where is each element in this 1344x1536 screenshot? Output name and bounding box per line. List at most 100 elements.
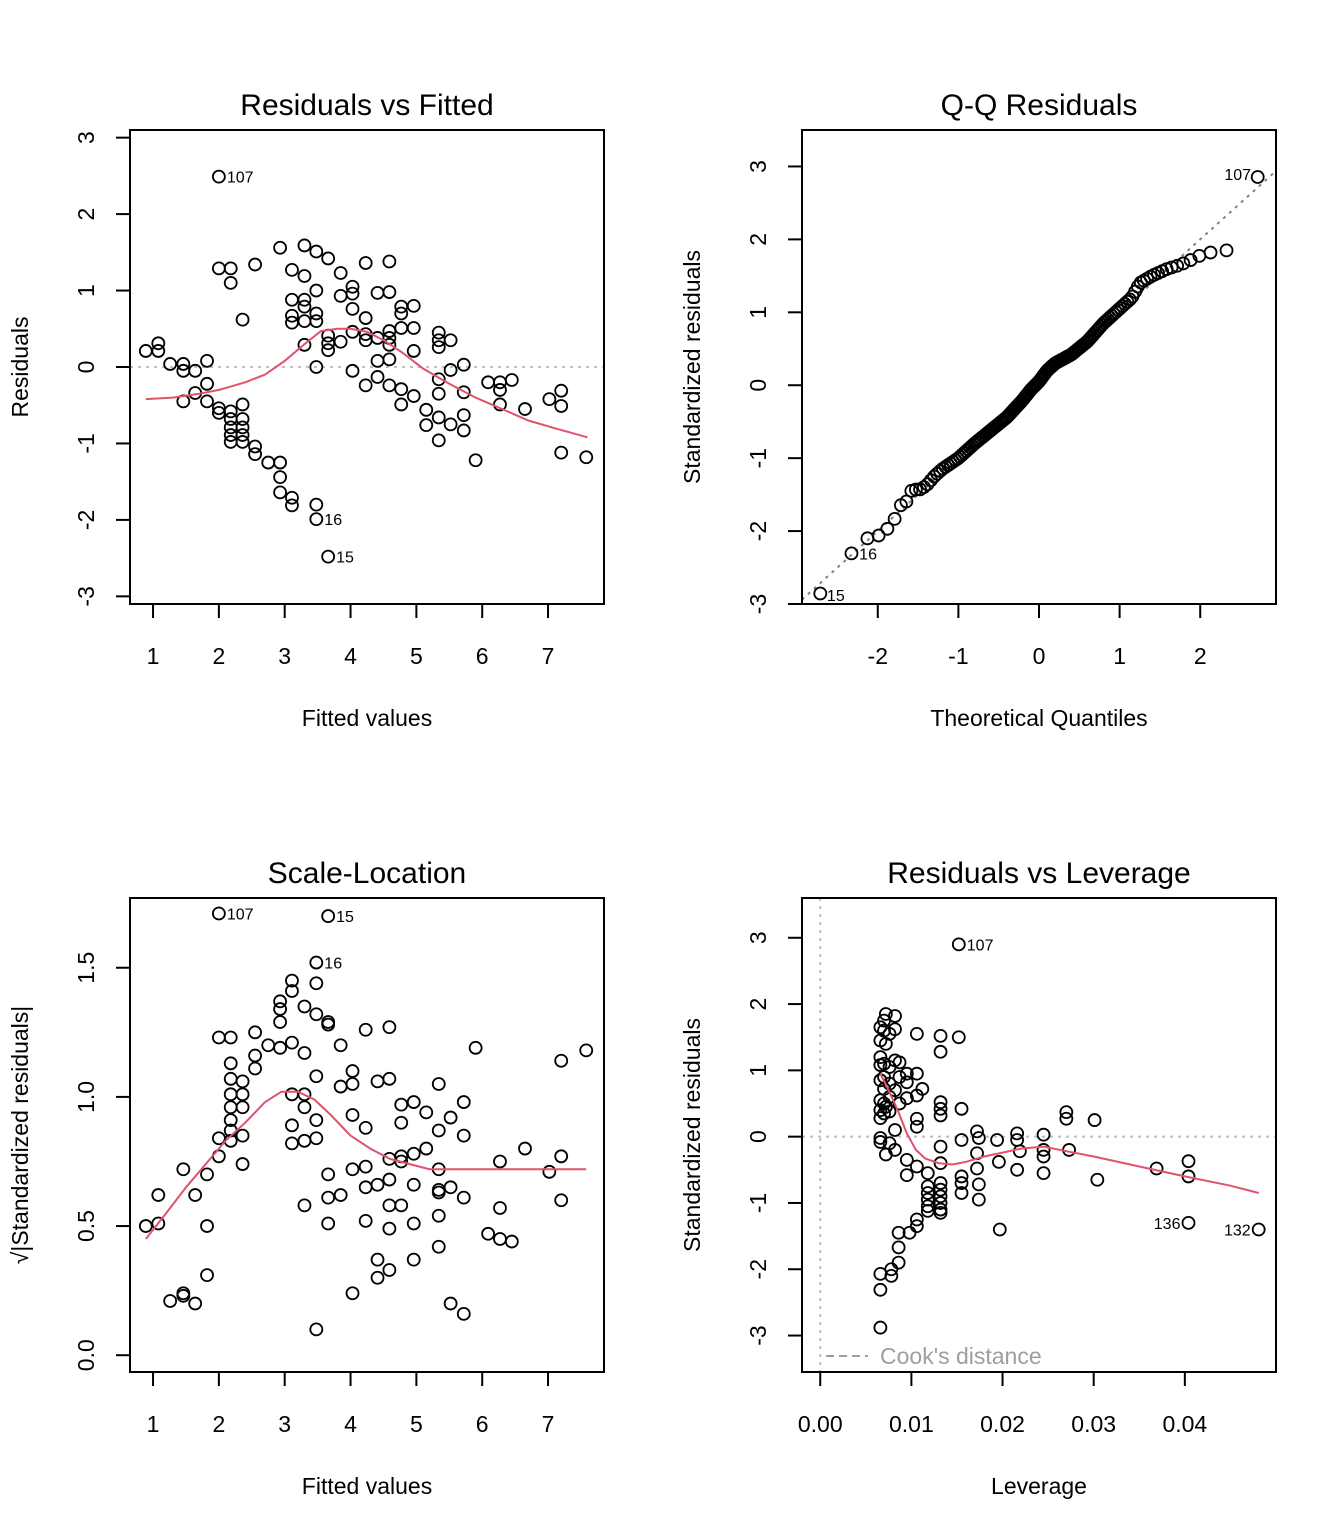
data-point — [333, 266, 348, 280]
data-point — [285, 1118, 299, 1133]
data-point — [200, 1219, 214, 1233]
data-point — [248, 257, 262, 272]
data-point — [954, 1186, 969, 1200]
data-point — [333, 1079, 348, 1094]
data-point — [419, 418, 434, 433]
data-point — [970, 1161, 984, 1176]
data-point — [933, 1101, 948, 1116]
panel-title: Scale-Location — [268, 857, 466, 890]
y-tick-label: -3 — [73, 586, 99, 606]
data-point — [297, 1133, 312, 1148]
point-label: 16 — [324, 512, 342, 529]
data-point — [176, 1286, 191, 1301]
data-point — [899, 1152, 914, 1167]
data-point — [443, 333, 458, 348]
panel-title: Q-Q Residuals — [941, 89, 1138, 122]
data-point — [382, 254, 397, 269]
data-point — [394, 1115, 409, 1130]
data-point — [456, 357, 471, 372]
data-point — [345, 1077, 360, 1091]
point-label: 15 — [336, 909, 354, 926]
data-point — [138, 1219, 153, 1233]
y-tick-label: 0 — [745, 379, 771, 392]
data-point — [406, 1095, 421, 1109]
y-tick-label: 3 — [73, 131, 99, 144]
x-tick-label: 3 — [278, 1411, 291, 1437]
data-point — [899, 1075, 914, 1090]
data-point — [309, 976, 324, 991]
data-point — [406, 1146, 421, 1161]
data-point — [235, 1074, 250, 1089]
point-label: 107 — [967, 937, 994, 954]
data-point — [285, 263, 299, 277]
x-tick-label: 2 — [212, 1411, 225, 1437]
data-point — [235, 420, 250, 435]
data-point — [456, 1306, 471, 1321]
data-point — [990, 1133, 1004, 1147]
data-point — [888, 1009, 902, 1023]
data-point — [518, 402, 532, 416]
data-point — [370, 285, 385, 300]
data-point — [309, 1113, 324, 1128]
data-point — [1250, 170, 1265, 184]
data-point — [297, 1046, 312, 1060]
data-point — [468, 1040, 483, 1055]
data-point — [151, 1188, 166, 1202]
data-point — [456, 1190, 471, 1205]
data-point — [200, 1268, 214, 1283]
data-point — [873, 1282, 888, 1297]
data-point — [261, 455, 276, 470]
data-point — [871, 528, 886, 543]
data-point — [456, 1128, 471, 1143]
data-point — [309, 1322, 324, 1337]
data-point — [382, 1071, 397, 1086]
data-point — [297, 1100, 312, 1115]
data-point — [504, 1234, 519, 1249]
data-point — [223, 1030, 238, 1045]
x-tick-label: 1 — [147, 643, 160, 669]
y-tick-label: 1 — [745, 306, 771, 319]
data-point — [151, 1216, 166, 1231]
y-tick-label: 2 — [745, 998, 771, 1011]
y-tick-label: 0 — [73, 361, 99, 374]
data-point — [915, 1082, 930, 1096]
data-point — [321, 1190, 336, 1205]
data-point — [1170, 258, 1185, 273]
y-tick-label: -1 — [745, 448, 771, 468]
data-point — [285, 984, 299, 998]
data-point — [1036, 1166, 1051, 1181]
data-point — [223, 1100, 238, 1115]
data-point — [297, 292, 312, 307]
point-label: 16 — [859, 547, 877, 564]
y-axis-label: √|Standardized residuals| — [7, 1006, 33, 1265]
data-point — [223, 261, 238, 276]
panel-residuals-vs-leverage: Residuals vs Leverage Leverage Standardi… — [679, 857, 1277, 1499]
data-point — [873, 1320, 888, 1335]
data-point — [382, 337, 397, 352]
data-point — [456, 385, 471, 400]
data-point — [880, 521, 895, 536]
data-point — [579, 1043, 594, 1058]
point-label: 136 — [1154, 1216, 1181, 1233]
data-point — [1219, 243, 1234, 258]
data-point — [394, 397, 409, 412]
data-point — [518, 1141, 532, 1156]
y-axis-label: Residuals — [7, 317, 33, 418]
data-point — [309, 497, 324, 512]
data-point — [358, 1120, 373, 1135]
data-point — [235, 412, 250, 426]
panel-residuals-vs-fitted: Residuals vs Fitted Fitted values Residu… — [7, 89, 605, 731]
data-point — [345, 301, 360, 316]
data-point — [873, 1135, 888, 1149]
data-point — [884, 1268, 899, 1283]
data-point — [176, 357, 191, 371]
plot-frame — [801, 897, 1277, 1373]
panel-scale-location: Scale-Location Fitted values √|Standardi… — [7, 857, 605, 1499]
data-point — [309, 955, 324, 970]
data-point — [309, 512, 324, 527]
y-tick-label: -3 — [745, 594, 771, 614]
data-point — [248, 1061, 262, 1076]
data-point — [382, 1020, 397, 1035]
data-point — [909, 1027, 924, 1041]
x-tick-label: 0.04 — [1162, 1411, 1207, 1437]
